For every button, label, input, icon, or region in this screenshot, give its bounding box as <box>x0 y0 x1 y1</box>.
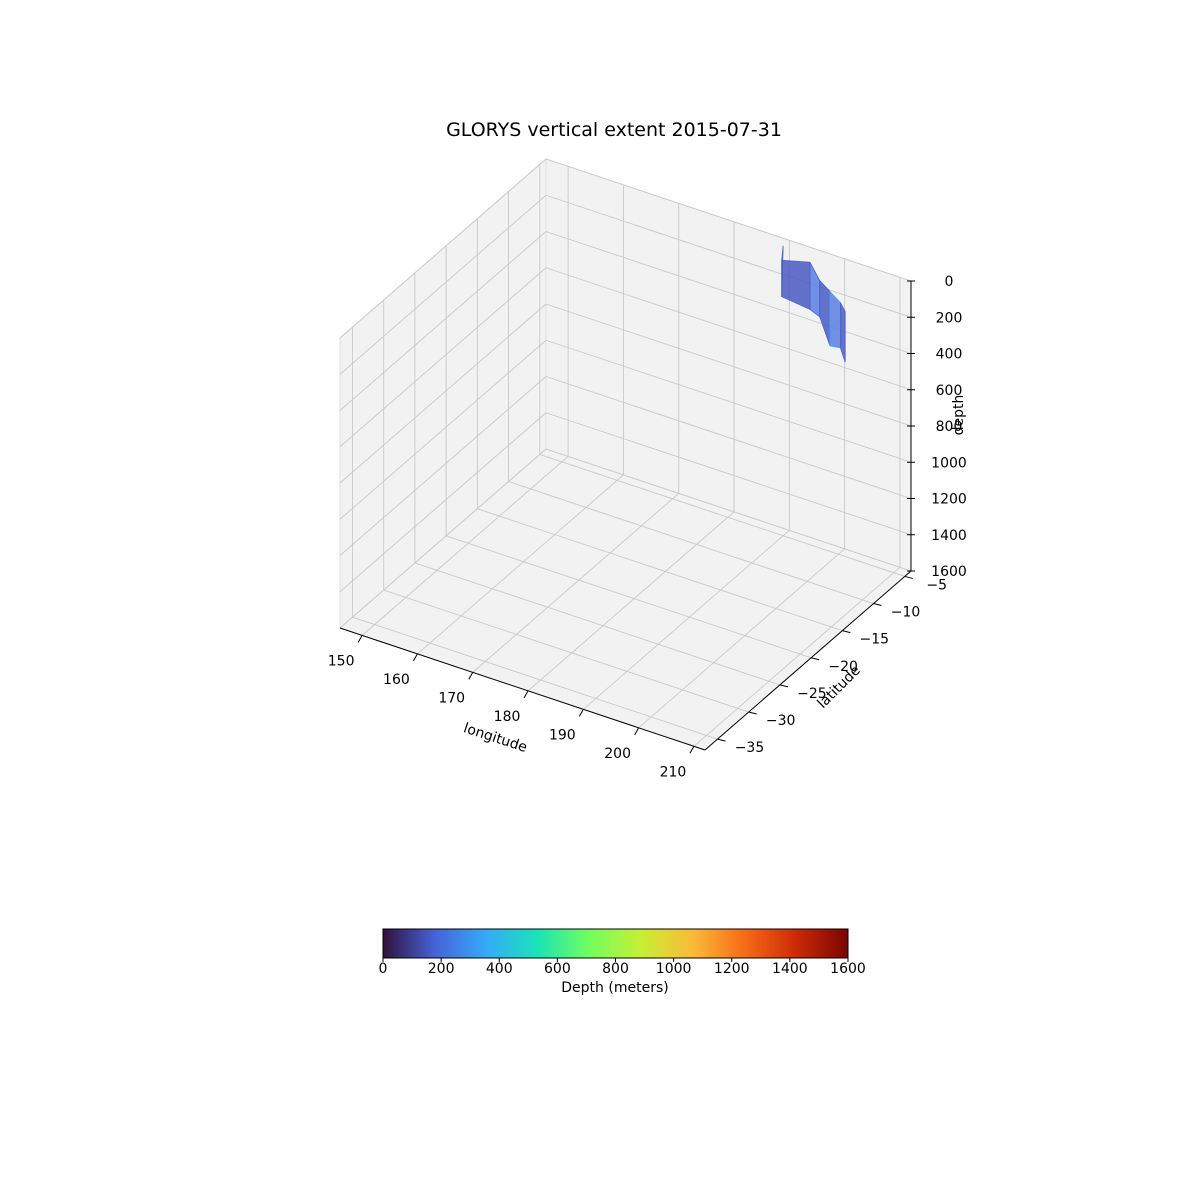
grid-line-z-side <box>339 412 547 593</box>
grid-line-z-side <box>339 376 547 556</box>
z-axis-label: depth <box>951 395 967 436</box>
z-tick-label: 800 <box>936 419 963 435</box>
x-tick-label: 200 <box>604 746 631 762</box>
colorbar-tick-label: 1400 <box>772 961 808 977</box>
y-tick-label: −5 <box>926 577 947 593</box>
y-tick-label: −35 <box>735 740 765 756</box>
x-tick-mark <box>412 653 418 662</box>
z-tick-label: 1600 <box>931 564 967 580</box>
colorbar-label: Depth (meters) <box>561 980 668 996</box>
colorbar-tick-label: 600 <box>544 961 571 977</box>
y-tick-mark <box>904 575 913 579</box>
y-tick-mark <box>779 684 789 688</box>
y-tick-mark <box>717 738 726 742</box>
x-tick-label: 190 <box>549 727 576 743</box>
grid-line-x-floor <box>583 529 790 710</box>
x-tick-mark <box>578 709 584 717</box>
grid-line-y-floor <box>508 481 874 604</box>
grid-line-z-side <box>339 448 547 629</box>
grid-lines <box>339 158 912 747</box>
axis-panes <box>339 157 912 751</box>
grid-line-y-floor <box>477 508 843 632</box>
grid-line-x-floor <box>472 493 680 673</box>
y-tick-label: −15 <box>860 632 890 648</box>
grid-line-x-floor <box>361 456 569 636</box>
colorbar-tick-label: 0 <box>379 961 388 977</box>
grid-line-z-back <box>545 448 912 572</box>
z-tick-label: 1200 <box>931 492 967 508</box>
y-axis-line <box>704 570 912 751</box>
grid-line-x-floor <box>527 511 735 692</box>
z-tick-label: 0 <box>945 274 954 290</box>
z-tick-label: 400 <box>936 347 963 363</box>
x-tick-label: 170 <box>438 690 465 706</box>
y-tick-mark <box>842 630 851 634</box>
grid-line-y-floor <box>352 616 718 740</box>
surface-patch <box>840 302 846 363</box>
grid-line-y-floor <box>383 589 749 713</box>
x-tick-mark <box>468 672 474 680</box>
grid-line-z-back <box>545 412 912 536</box>
grid-line-z-side <box>339 339 547 520</box>
colorbar-tick-label: 1000 <box>656 961 692 977</box>
y-tick-mark <box>873 603 882 607</box>
x-tick-label: 210 <box>660 764 687 780</box>
colorbar-tick-label: 400 <box>486 961 513 977</box>
depth-surface <box>781 245 846 363</box>
grid-line-y-floor <box>539 453 905 577</box>
colorbar-tick-label: 800 <box>602 961 629 977</box>
y-tick-mark <box>810 657 820 661</box>
grid-line-z-back <box>545 194 912 318</box>
x-tick-label: 160 <box>383 672 410 688</box>
x-tick-label: 150 <box>328 653 355 669</box>
x-axis-label: longitude <box>461 720 529 756</box>
grid-line-x-floor <box>638 548 845 729</box>
grid-line-z-side <box>339 158 547 339</box>
z-tick-label: 600 <box>936 383 963 399</box>
grid-line-y-floor <box>414 562 781 686</box>
y-tick-label: −30 <box>766 713 796 729</box>
y-tick-mark <box>748 711 757 715</box>
x-axis-line <box>339 627 706 751</box>
colorbar <box>382 928 849 959</box>
grid-line-z-back <box>545 376 912 499</box>
grid-line-z-back <box>545 231 912 354</box>
grid-line-x-floor <box>417 474 624 655</box>
z-tick-label: 1000 <box>931 455 967 471</box>
grid-line-z-side <box>339 303 547 484</box>
x-tick-mark <box>634 727 640 736</box>
x-tick-mark <box>689 746 695 754</box>
chart-title: GLORYS vertical extent 2015-07-31 <box>446 119 782 141</box>
colorbar-tick-label: 1600 <box>830 961 866 977</box>
z-tick-label: 200 <box>936 310 963 326</box>
x-tick-mark <box>357 635 363 643</box>
grid-line-z-side <box>339 231 547 411</box>
z-tick-label: 1400 <box>931 528 967 544</box>
y-tick-label: −25 <box>797 686 827 702</box>
axis-lines: 150 160 170 180 190 200 210 −35−30−25−20−15−10−… <box>328 274 967 780</box>
grid-line-z-back <box>545 339 912 463</box>
grid-line-z-side <box>339 267 547 448</box>
grid-line-z-back <box>545 158 912 282</box>
x-tick-label: 180 <box>494 709 521 725</box>
colorbar-tick-label: 200 <box>428 961 455 977</box>
grid-line-y-floor <box>445 535 812 659</box>
y-tick-label: −10 <box>891 605 921 621</box>
x-tick-mark <box>523 690 529 699</box>
colorbar-tick-label: 1200 <box>714 961 750 977</box>
colorbar-ticks: 0 200 400 600 800 1000 1200 1400 1600 <box>379 958 866 977</box>
grid-line-z-side <box>339 194 547 375</box>
y-tick-label: −20 <box>828 659 858 675</box>
grid-line-x-floor <box>693 566 901 747</box>
grid-line-z-back <box>545 267 912 391</box>
grid-line-z-back <box>545 303 912 427</box>
